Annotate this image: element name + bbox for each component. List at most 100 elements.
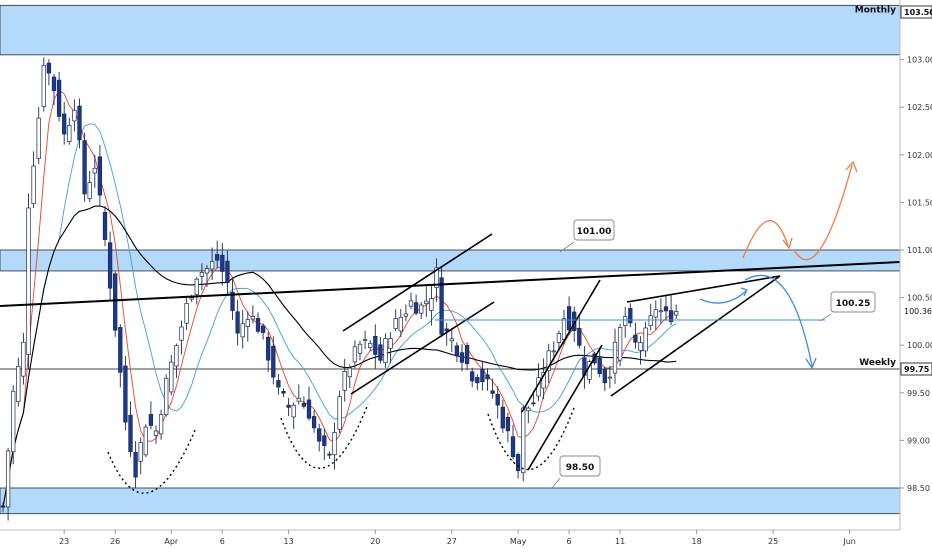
- candle-body-21: [107, 242, 113, 289]
- x-tick-label-9: 11: [615, 537, 625, 546]
- candle-body-18: [92, 167, 97, 174]
- y-tick-label-6: 100.50: [907, 294, 932, 303]
- candle-body-11: [56, 79, 62, 117]
- candle-body-122: [623, 316, 628, 326]
- candle-body-62: [317, 428, 322, 442]
- wedge-upper: [626, 275, 781, 303]
- candle-body-98: [500, 406, 505, 429]
- candle-body-56: [286, 404, 291, 408]
- candle-body-42: [215, 254, 220, 261]
- candle-body-103: [526, 407, 531, 412]
- candle-body-85: [434, 267, 439, 288]
- candle-body-16: [82, 140, 87, 195]
- candle-body-118: [602, 369, 607, 384]
- candle-body-73: [373, 336, 378, 355]
- candle-body-111: [566, 306, 572, 331]
- price-tag-label-0: 103.50: [904, 8, 932, 17]
- candle-body-101: [515, 454, 521, 472]
- drawings-layer: [0, 160, 901, 494]
- candle-body-108: [551, 350, 556, 353]
- candle-body-35: [179, 326, 184, 341]
- price-tag-box-0: [900, 5, 932, 19]
- candle-body-25: [128, 414, 133, 452]
- candle-body-123: [628, 308, 633, 324]
- candle-body-0: [0, 505, 6, 508]
- callout-leader-2: [819, 313, 832, 322]
- candle-body-82: [419, 304, 424, 314]
- callout-leader-3: [551, 477, 561, 489]
- candle-body-23: [118, 327, 123, 373]
- candle-body-81: [413, 302, 419, 314]
- candle-body-100: [510, 436, 516, 458]
- candle-body-22: [113, 273, 118, 331]
- candle-body-71: [362, 339, 368, 341]
- projection-blue-up: [699, 290, 747, 304]
- x-tick-label-3: 6: [220, 537, 225, 546]
- candle-body-74: [378, 344, 383, 361]
- callout-text-3: 98.50: [566, 463, 594, 473]
- candle-body-60: [306, 399, 312, 419]
- zone-3: [0, 487, 901, 515]
- channel-2-upper: [521, 279, 601, 413]
- moving-average-3: [2, 205, 677, 508]
- candle-body-5: [26, 207, 31, 355]
- channel-2-lower: [527, 344, 603, 471]
- candle-body-1: [5, 450, 11, 508]
- candle-body-126: [643, 327, 648, 352]
- y-tick-label-4: 101.50: [907, 198, 932, 207]
- zone-label-monthly: Monthly: [855, 5, 896, 15]
- candle-body-94: [480, 369, 485, 383]
- candle-body-87: [444, 328, 449, 332]
- arrow-blue-up: [740, 287, 748, 297]
- candle-body-127: [648, 315, 653, 326]
- candle-body-57: [291, 404, 296, 418]
- candle-body-125: [638, 342, 643, 351]
- candle-body-55: [281, 391, 286, 394]
- candle-body-49: [250, 315, 256, 320]
- candle-body-61: [311, 416, 317, 429]
- candle-body-40: [204, 268, 210, 274]
- price-tag-label-1: 100.36: [904, 307, 932, 316]
- candle-body-76: [388, 338, 393, 349]
- wedge-lower: [610, 275, 781, 397]
- y-tick-label-9: 99.00: [907, 436, 930, 445]
- grid-layer: Weekly: [0, 358, 900, 370]
- candle-body-104: [531, 402, 536, 405]
- arrow-orange-1: [782, 237, 793, 250]
- candle-body-129: [658, 310, 664, 313]
- callout-box-1: [573, 219, 615, 241]
- projection-orange-up-1: [742, 220, 789, 259]
- candles-layer: [0, 57, 679, 521]
- channel-1-upper: [342, 233, 493, 332]
- x-tick-label-7: May: [510, 537, 527, 546]
- candle-body-15: [77, 105, 82, 141]
- candle-body-70: [357, 343, 363, 354]
- candle-body-26: [133, 452, 138, 478]
- candle-body-64: [327, 453, 332, 456]
- candle-body-10: [51, 76, 57, 92]
- callout-text-2: 100.25: [836, 299, 871, 309]
- candle-body-79: [403, 313, 409, 317]
- candle-body-47: [240, 323, 245, 338]
- callout-box-3: [559, 455, 601, 477]
- candle-body-96: [490, 390, 495, 394]
- candle-body-132: [674, 311, 679, 316]
- candle-body-32: [164, 377, 169, 416]
- cup-arc-3: [487, 407, 575, 471]
- candle-body-128: [653, 309, 658, 318]
- callout-leader-1: [559, 241, 575, 253]
- y-tick-label-7: 100.00: [907, 341, 932, 350]
- y-tick-label-5: 101.00: [907, 246, 932, 255]
- candle-body-46: [235, 311, 240, 334]
- arrow-orange-2: [845, 160, 858, 173]
- x-tick-label-10: 18: [692, 537, 702, 546]
- candle-body-2: [11, 390, 16, 453]
- candle-body-110: [561, 318, 567, 340]
- x-tick-label-5: 20: [370, 537, 380, 546]
- candle-body-95: [485, 374, 490, 380]
- candle-body-48: [245, 319, 250, 327]
- candle-body-51: [260, 325, 266, 333]
